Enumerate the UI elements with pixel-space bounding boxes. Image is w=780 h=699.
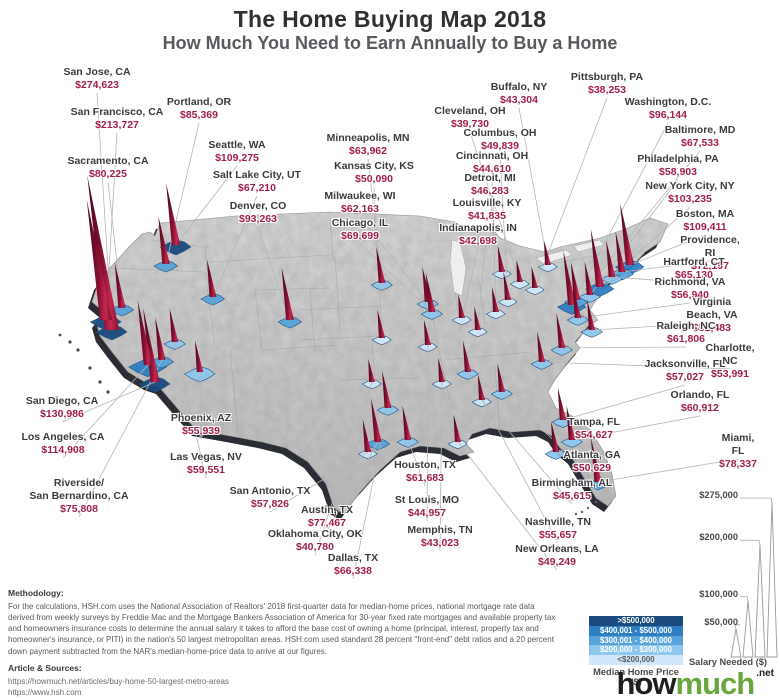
salary-legend-spikes bbox=[730, 497, 778, 658]
map-terrain-noise bbox=[92, 212, 668, 514]
logo-how: how bbox=[616, 666, 677, 699]
methodology-block: Methodology: For the calculations, HSH.c… bbox=[8, 588, 560, 698]
leader-lines bbox=[61, 92, 739, 580]
price-legend: >$500,000 $400,001 - $500,000 $300,001 - $… bbox=[589, 616, 683, 687]
price-legend-row: <$200,000 bbox=[589, 655, 683, 665]
salary-legend-caption: Salary Needed ($) bbox=[688, 657, 768, 667]
price-legend-row: >$500,000 bbox=[589, 616, 683, 626]
source-link-hsh[interactable]: https://www.hsh.com bbox=[8, 687, 82, 697]
source-link-article[interactable]: https://howmuch.net/articles/buy-home-50… bbox=[8, 676, 229, 686]
page-subtitle: How Much You Need to Earn Annually to Bu… bbox=[162, 33, 618, 53]
page-title: The Home Buying Map 2018 bbox=[233, 6, 547, 32]
logo-much: much bbox=[675, 666, 756, 699]
salary-tick-label: $50,000 bbox=[704, 616, 738, 627]
sources-heading: Article & Sources: bbox=[8, 662, 82, 673]
price-legend-row: $300,001 - $400,000 bbox=[589, 635, 683, 646]
price-legend-rows: >$500,000 $400,001 - $500,000 $300,001 - $… bbox=[589, 616, 683, 665]
islands bbox=[58, 333, 598, 516]
price-legend-caption: Median Home Price ($) bbox=[593, 666, 679, 687]
methodology-body: For the calculations, HSH.com uses the N… bbox=[8, 601, 556, 656]
salary-tick-label: $275,000 bbox=[699, 490, 738, 500]
methodology-heading: Methodology: bbox=[8, 588, 64, 598]
howmuch-logo: howmuch .net bbox=[617, 668, 774, 699]
salary-tick-label: $200,000 bbox=[699, 532, 738, 543]
price-legend-row: $400,001 - $500,000 bbox=[589, 625, 683, 636]
logo-net: .net bbox=[756, 668, 774, 679]
salary-tick-label: $100,000 bbox=[699, 588, 738, 599]
salary-spikes bbox=[86, 175, 635, 482]
price-legend-row: $200,000 - $300,000 bbox=[589, 645, 683, 656]
